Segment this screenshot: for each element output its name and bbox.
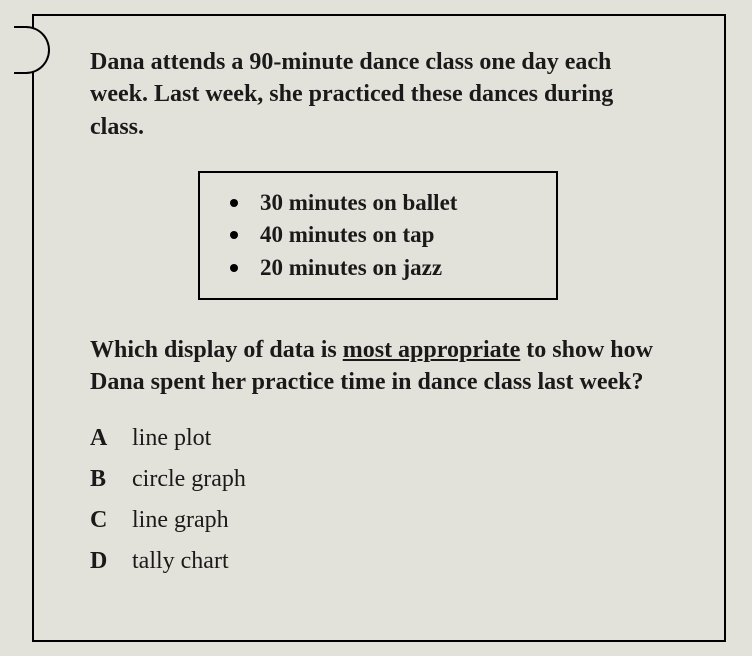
- data-item: 40 minutes on tap: [230, 219, 536, 251]
- choice-letter: B: [90, 466, 132, 493]
- question-container: Dana attends a 90-minute dance class one…: [32, 14, 726, 642]
- question-prompt: Which display of data is most appropriat…: [90, 334, 666, 399]
- data-item-text: 40 minutes on tap: [260, 219, 434, 251]
- choice-b[interactable]: B circle graph: [90, 466, 666, 493]
- choice-text: circle graph: [132, 466, 246, 493]
- data-list: 30 minutes on ballet 40 minutes on tap 2…: [230, 187, 536, 284]
- choice-letter: D: [90, 548, 132, 575]
- choice-text: line graph: [132, 507, 229, 534]
- choice-d[interactable]: D tally chart: [90, 548, 666, 575]
- question-number-tab: [14, 26, 50, 74]
- bullet-icon: [230, 231, 238, 239]
- prompt-pre: Which display of data is: [90, 337, 343, 363]
- question-stem: Dana attends a 90-minute dance class one…: [90, 46, 666, 143]
- choice-letter: A: [90, 425, 132, 452]
- bullet-icon: [230, 199, 238, 207]
- data-box: 30 minutes on ballet 40 minutes on tap 2…: [198, 171, 558, 300]
- choice-c[interactable]: C line graph: [90, 507, 666, 534]
- bullet-icon: [230, 264, 238, 272]
- choice-text: tally chart: [132, 548, 229, 575]
- answer-choices: A line plot B circle graph C line graph …: [90, 425, 666, 575]
- choice-text: line plot: [132, 425, 211, 452]
- data-item-text: 30 minutes on ballet: [260, 187, 457, 219]
- data-item-text: 20 minutes on jazz: [260, 252, 442, 284]
- prompt-underlined: most appropriate: [343, 337, 521, 363]
- choice-a[interactable]: A line plot: [90, 425, 666, 452]
- data-item: 20 minutes on jazz: [230, 252, 536, 284]
- choice-letter: C: [90, 507, 132, 534]
- data-item: 30 minutes on ballet: [230, 187, 536, 219]
